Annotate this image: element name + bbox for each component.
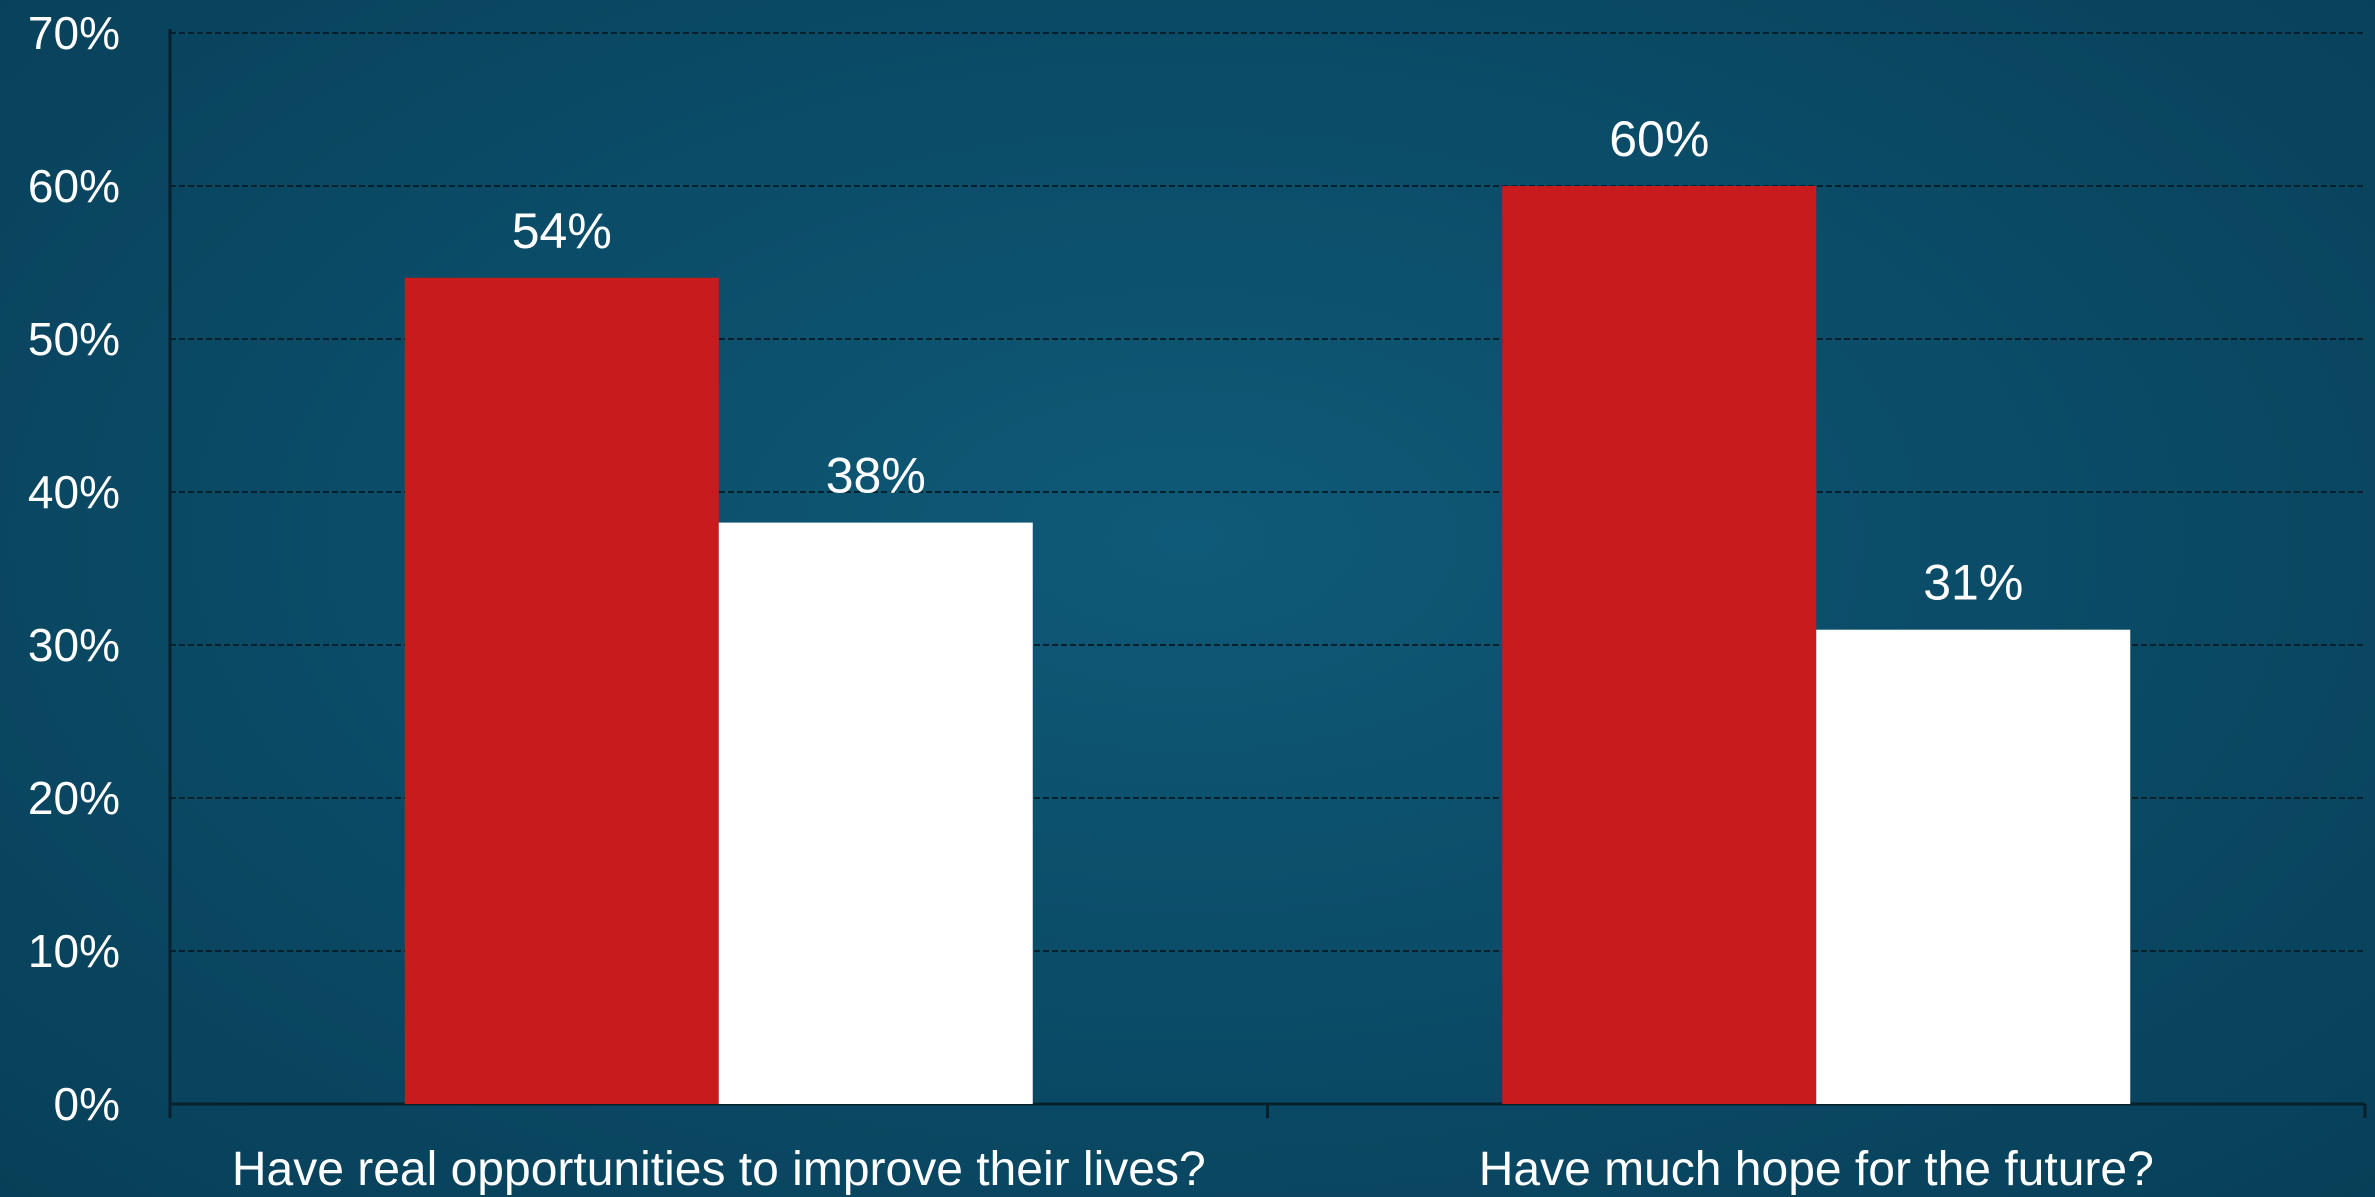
y-tick-label: 70% [28, 7, 120, 59]
x-category-label: Have real opportunities to improve their… [232, 1143, 1206, 1196]
labels: 0% 10% 20% 30% 40% 50% 60% 70% 54% 38% Have real o… [28, 7, 2154, 1196]
y-tick-label: 50% [28, 313, 120, 365]
data-label: 38% [826, 448, 926, 504]
data-label: 54% [512, 203, 612, 259]
y-tick-label: 30% [28, 619, 120, 671]
y-tick-label: 60% [28, 160, 120, 212]
bar-series2-cat2 [1816, 629, 2131, 1104]
bar-series1-cat1 [404, 277, 719, 1104]
bars [404, 186, 2131, 1104]
x-category-label: Have much hope for the future? [1479, 1143, 2154, 1196]
data-label: 60% [1609, 111, 1709, 167]
bar-series1-cat2 [1502, 186, 1817, 1104]
y-tick-label: 0% [54, 1078, 120, 1130]
y-tick-label: 10% [28, 925, 120, 977]
bar-series2-cat1 [718, 522, 1033, 1104]
y-tick-label: 40% [28, 466, 120, 518]
data-label: 31% [1923, 555, 2023, 611]
y-tick-label: 20% [28, 772, 120, 824]
